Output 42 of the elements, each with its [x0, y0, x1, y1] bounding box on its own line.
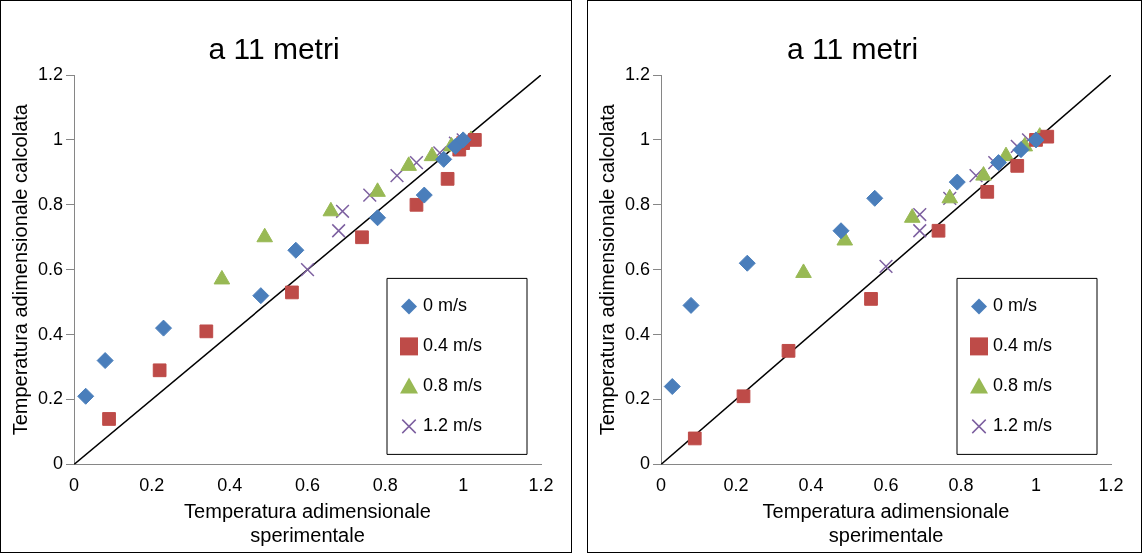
x-axis-title: Temperatura adimensionale sperimentale	[184, 499, 431, 546]
x-tick-label: 0.8	[948, 475, 974, 496]
y-axis-title: Temperatura adimensionale calcolata	[8, 103, 31, 436]
chart-title: a 11 metri	[208, 32, 340, 66]
legend-label: 0.8 m/s	[423, 375, 483, 396]
y-tick-label: 0	[53, 453, 64, 474]
legend-label: 1.2 m/s	[423, 415, 483, 436]
y-tick-label: 0.2	[624, 388, 651, 409]
x-tick-label: 1.2	[1098, 475, 1124, 496]
x-tick-label: 0	[69, 475, 80, 496]
legend-label: 0 m/s	[993, 295, 1038, 316]
x-tick-label: 0.4	[217, 475, 243, 496]
y-tick-label: 0.4	[624, 323, 651, 344]
x-tick-label: 1	[458, 475, 469, 496]
x-tick-label: 0.6	[873, 475, 899, 496]
y-tick-label: 0.6	[624, 258, 651, 279]
legend-label: 0.4 m/s	[993, 335, 1053, 356]
x-tick-label: 0.8	[372, 475, 398, 496]
y-tick-label: 1.2	[624, 63, 651, 84]
x-tick-label: 0.6	[295, 475, 321, 496]
y-tick-label: 0.8	[624, 193, 651, 214]
y-tick-label: 1	[640, 128, 651, 149]
y-tick-label: 1	[53, 128, 64, 149]
y-axis-title: Temperatura adimensionale calcolata	[595, 103, 618, 436]
legend-label: 1.2 m/s	[993, 415, 1053, 436]
y-tick-label: 0.4	[37, 323, 64, 344]
legend-label: 0.4 m/s	[423, 335, 483, 356]
x-tick-label: 1.2	[528, 475, 554, 496]
x-tick-label: 0	[656, 475, 667, 496]
y-tick-label: 0.8	[37, 193, 64, 214]
y-tick-label: 0	[640, 453, 651, 474]
y-tick-label: 0.6	[37, 258, 64, 279]
legend-label: 0.8 m/s	[993, 375, 1053, 396]
x-tick-label: 0.2	[139, 475, 165, 496]
x-tick-label: 1	[1031, 475, 1042, 496]
y-tick-label: 0.2	[37, 388, 64, 409]
x-tick-label: 0.2	[723, 475, 749, 496]
x-tick-label: 0.4	[798, 475, 824, 496]
legend-label: 0 m/s	[423, 295, 468, 316]
y-tick-label: 1.2	[37, 63, 64, 84]
x-axis-title: Temperatura adimensionale sperimentale	[762, 499, 1010, 546]
chart-title: a 11 metri	[786, 32, 919, 66]
